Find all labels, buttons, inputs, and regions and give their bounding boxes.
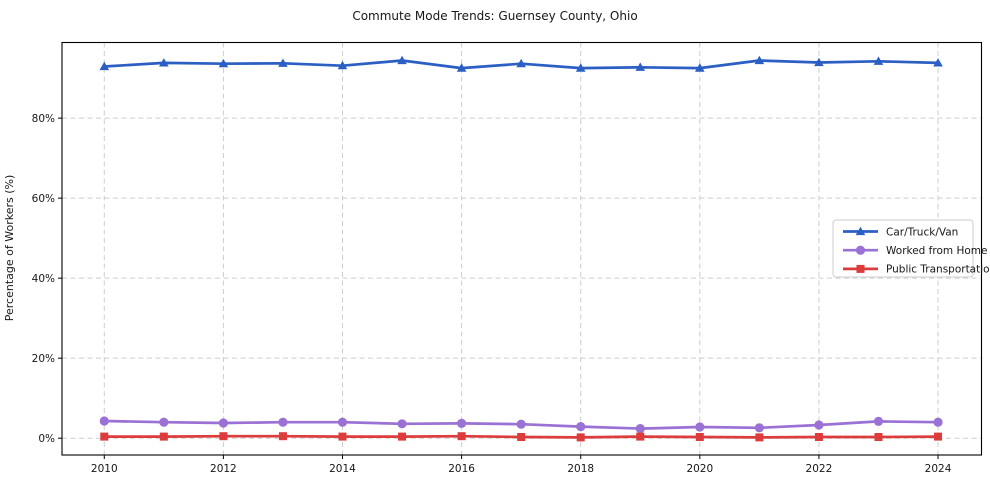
- circle-marker: [99, 416, 109, 426]
- triangle-marker: [933, 58, 943, 67]
- triangle-marker: [218, 58, 229, 68]
- circle-marker: [635, 423, 645, 434]
- chart-title: Commute Mode Trends: Guernsey County, Oh…: [352, 9, 638, 23]
- triangle-marker: [814, 57, 824, 67]
- series-worked-from-home: [99, 416, 943, 434]
- square-marker: [457, 432, 466, 441]
- circle-marker: [218, 418, 228, 428]
- circle-marker: [754, 423, 764, 433]
- x-tick-label: 2018: [567, 463, 594, 475]
- circle-marker: [814, 420, 824, 430]
- legend-label: Public Transportation: [886, 264, 990, 276]
- square-marker: [755, 433, 764, 442]
- square-marker: [636, 432, 645, 441]
- triangle-marker: [575, 63, 586, 72]
- circle-marker: [516, 419, 526, 429]
- square-marker: [934, 432, 943, 441]
- series-car-truck-van: [99, 55, 943, 72]
- triangle-marker: [99, 61, 110, 71]
- x-tick-label: 2012: [210, 463, 237, 475]
- legend-item: Worked from Home: [843, 245, 987, 257]
- x-tick-label: 2010: [91, 463, 118, 475]
- square-marker: [874, 432, 883, 441]
- y-tick-label: 20%: [32, 353, 55, 365]
- triangle-marker: [516, 58, 526, 68]
- series-public-transportation: [100, 432, 943, 442]
- x-tick-label: 2014: [329, 463, 356, 475]
- square-marker: [814, 432, 823, 441]
- y-axis-label: Percentage of Workers (%): [3, 175, 16, 322]
- triangle-marker: [873, 56, 884, 65]
- triangle-marker: [397, 55, 407, 65]
- circle-marker: [337, 417, 348, 427]
- circle-marker: [159, 417, 169, 427]
- circle-marker: [278, 417, 288, 427]
- triangle-marker: [695, 63, 705, 72]
- square-marker: [576, 433, 585, 442]
- square-marker: [517, 432, 526, 441]
- square-marker: [278, 432, 287, 441]
- y-tick-label: 0%: [38, 433, 55, 445]
- axis-ticks: [58, 117, 939, 459]
- x-tick-label: 2016: [448, 463, 475, 475]
- y-tick-label: 40%: [32, 273, 55, 285]
- triangle-marker: [278, 58, 288, 67]
- circle-marker: [457, 418, 467, 428]
- legend-circle-marker: [855, 245, 866, 255]
- y-tick-label: 80%: [32, 113, 55, 125]
- plot-border: [61, 41, 983, 456]
- legend: Car/Truck/Van Worked from Home Public Tran…: [832, 219, 990, 278]
- triangle-marker: [754, 55, 765, 65]
- triangle-marker: [159, 58, 169, 67]
- tick-labels: 2010 2012 2014 2016 2018 2020 2022 2024 0% 20% 40%…: [32, 113, 952, 475]
- square-marker: [338, 432, 347, 441]
- legend-item: Car/Truck/Van: [843, 226, 958, 238]
- legend-triangle-marker: [855, 226, 866, 236]
- x-tick-label: 2022: [806, 463, 833, 475]
- square-marker: [100, 432, 109, 441]
- square-marker: [398, 432, 407, 441]
- legend-label: Worked from Home: [886, 245, 987, 257]
- triangle-marker: [337, 60, 348, 70]
- circle-marker: [695, 422, 705, 432]
- circle-marker: [397, 419, 407, 429]
- legend-box: [832, 219, 974, 278]
- circle-marker: [933, 417, 943, 427]
- circle-marker: [576, 421, 586, 432]
- legend-square-marker: [856, 264, 865, 273]
- x-tick-label: 2024: [925, 463, 952, 475]
- x-tick-label: 2020: [686, 463, 713, 475]
- triangle-marker: [635, 62, 646, 71]
- legend-label: Car/Truck/Van: [886, 226, 958, 238]
- circle-marker: [873, 416, 884, 426]
- square-marker: [695, 432, 704, 441]
- y-tick-label: 60%: [32, 193, 55, 205]
- triangle-marker: [456, 63, 467, 72]
- legend-item: Public Transportation: [843, 264, 990, 276]
- square-marker: [159, 432, 168, 441]
- square-marker: [219, 432, 228, 441]
